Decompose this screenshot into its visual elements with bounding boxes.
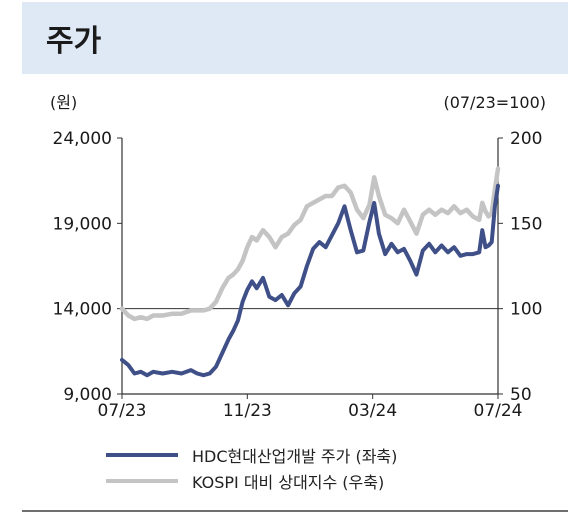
right-axis-unit: (07/23=100) [443, 93, 546, 112]
series-line-kospi [119, 166, 501, 322]
left-tick-label: 19,000 [53, 214, 112, 234]
x-tick-label: 11/23 [223, 401, 272, 421]
right-tick-label: 150 [510, 214, 542, 234]
right-tick-label: 50 [510, 385, 532, 405]
x-tick-label: 07/23 [98, 401, 147, 421]
legend-label-stock: HDC현대산업개발 주가 (좌축) [192, 447, 398, 466]
legend-swatch-kospi [106, 479, 178, 483]
legend-item-stock: HDC현대산업개발 주가 (좌축) [106, 442, 397, 468]
legend: HDC현대산업개발 주가 (좌축) KOSPI 대비 상대지수 (우축) [106, 442, 397, 494]
bottom-rule [22, 510, 568, 512]
right-tick-label: 100 [510, 300, 542, 320]
left-axis-unit: (원) [50, 93, 77, 112]
series-line-stock [120, 183, 500, 378]
right-tick-label: 200 [510, 129, 542, 149]
left-tick-label: 14,000 [53, 300, 112, 320]
page-title: 주가 [46, 24, 102, 59]
x-tick-label: 07/24 [474, 401, 523, 421]
title-bar: 주가 [22, 2, 568, 74]
legend-label-kospi: KOSPI 대비 상대지수 (우축) [192, 473, 385, 492]
legend-item-kospi: KOSPI 대비 상대지수 (우축) [106, 468, 397, 494]
left-tick-label: 9,000 [63, 385, 112, 405]
legend-swatch-stock [106, 453, 178, 457]
left-tick-label: 24,000 [53, 129, 112, 149]
x-tick-label: 03/24 [348, 401, 397, 421]
